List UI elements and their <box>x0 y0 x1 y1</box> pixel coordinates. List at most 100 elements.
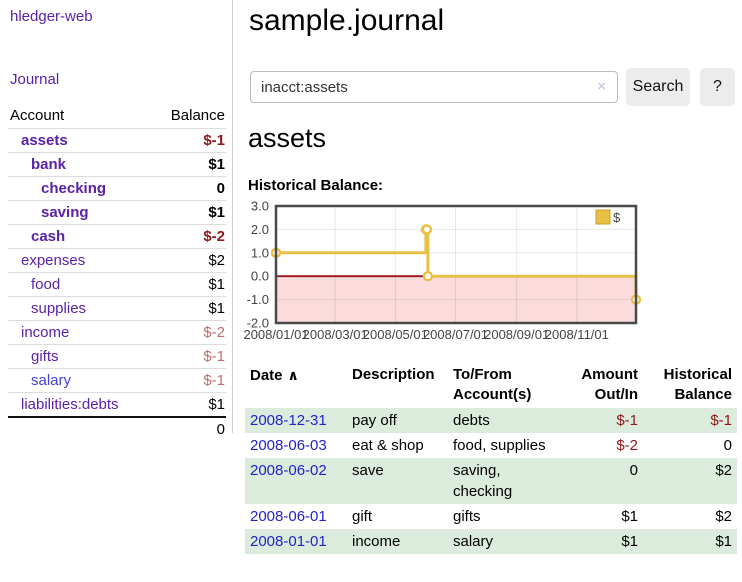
transaction-description: gift <box>352 508 373 525</box>
date-header-label: Date <box>250 367 283 384</box>
register-header-description: Description <box>352 366 435 383</box>
transaction-amount: $-2 <box>616 437 638 454</box>
svg-text:2008/03/01: 2008/03/01 <box>303 327 368 342</box>
svg-text:2008/07/01: 2008/07/01 <box>423 327 488 342</box>
account-row: salary $-1 <box>8 368 226 393</box>
account-link[interactable]: assets <box>21 131 68 149</box>
register-header-date[interactable]: Date ∧ <box>245 362 347 408</box>
transaction-accounts: saving, checking <box>448 458 553 504</box>
accounts-header-balance: Balance <box>153 104 226 129</box>
register-header-row: Date ∧ Description To/From Account(s) Amo… <box>245 362 737 408</box>
transaction-balance: $2 <box>715 508 732 525</box>
nav-journal-link[interactable]: Journal <box>10 71 60 88</box>
account-balance: $-1 <box>153 128 226 153</box>
account-heading: assets <box>248 123 327 153</box>
transaction-date-link[interactable]: 2008-06-02 <box>250 462 327 479</box>
account-balance: $2 <box>153 248 226 273</box>
accounts-header-row: Account Balance <box>8 104 226 129</box>
account-row: food $1 <box>8 272 226 297</box>
search-input[interactable] <box>250 71 618 103</box>
accounts-table: Account Balance assets $-1 bank $1 checking 0… <box>8 104 226 441</box>
transaction-amount: $1 <box>621 508 638 525</box>
transaction-description: eat & shop <box>352 437 424 454</box>
account-row: checking 0 <box>8 176 226 201</box>
svg-text:2.0: 2.0 <box>251 222 269 237</box>
transaction-balance: 0 <box>723 437 732 454</box>
transaction-accounts: food, supplies <box>453 437 546 454</box>
svg-text:-2.0: -2.0 <box>247 316 269 331</box>
search-box: × <box>250 71 618 103</box>
sidebar-divider <box>232 0 233 433</box>
transaction-description: save <box>347 458 448 504</box>
transaction-row: 2008-06-02 save saving, checking 0 $2 <box>245 458 737 504</box>
transaction-date-cell: 2008-06-02 <box>245 458 347 504</box>
account-balance: $-1 <box>153 368 226 393</box>
search-button[interactable]: Search <box>626 68 690 106</box>
account-row: liabilities:debts $1 <box>8 392 226 417</box>
transaction-balance: $2 <box>643 458 737 504</box>
svg-text:2008/11/01: 2008/11/01 <box>545 327 609 342</box>
transaction-date-link[interactable]: 2008-12-31 <box>250 412 327 429</box>
account-balance: $1 <box>153 392 226 417</box>
transaction-date-link[interactable]: 2008-06-03 <box>250 437 327 454</box>
historical-balance-chart: 3.0 2.0 1.0 0.0 -1.0 -2.02008/01/012008/03/01… <box>243 199 642 342</box>
account-balance: $1 <box>153 152 226 177</box>
account-link[interactable]: checking <box>41 179 107 197</box>
account-balance: $-2 <box>153 224 226 249</box>
svg-text:2008/05/01: 2008/05/01 <box>363 327 428 342</box>
svg-text:2008/09/01: 2008/09/01 <box>484 327 549 342</box>
account-row: bank $1 <box>8 152 226 177</box>
account-link[interactable]: cash <box>31 227 66 245</box>
account-balance: $1 <box>153 272 226 297</box>
register-table: Date ∧ Description To/From Account(s) Amo… <box>245 362 737 554</box>
account-link[interactable]: food <box>31 275 61 293</box>
register-header-tofrom: To/From Account(s) <box>453 366 532 403</box>
accounts-total-row: 0 <box>8 415 226 441</box>
accounts-header-account: Account <box>8 104 154 129</box>
transaction-date-cell: 2008-01-01 <box>245 529 347 554</box>
account-balance: $1 <box>153 296 226 321</box>
svg-text:1.0: 1.0 <box>251 245 269 260</box>
svg-text:-1.0: -1.0 <box>247 292 269 307</box>
transaction-accounts: gifts <box>453 508 481 525</box>
brand-link[interactable]: hledger-web <box>10 8 93 25</box>
sort-ascending-icon: ∧ <box>287 367 299 383</box>
transaction-description: income <box>347 529 448 554</box>
account-link[interactable]: liabilities:debts <box>21 395 119 413</box>
transaction-row: 2008-12-31 pay off debts $-1 $-1 <box>245 408 737 433</box>
transaction-amount: $-1 <box>553 408 643 433</box>
account-row: expenses $2 <box>8 248 226 273</box>
transaction-balance: $1 <box>643 529 737 554</box>
svg-text:0.0: 0.0 <box>251 269 269 284</box>
account-row: gifts $-1 <box>8 344 226 369</box>
transaction-amount: 0 <box>553 458 643 504</box>
account-balance: $-2 <box>153 320 226 345</box>
register-header-amount: Amount Out/In <box>581 366 638 403</box>
register-header-balance: Historical Balance <box>663 366 732 403</box>
account-row: assets $-1 <box>8 128 226 153</box>
account-balance: $1 <box>153 200 226 225</box>
account-link[interactable]: bank <box>31 155 67 173</box>
account-link[interactable]: supplies <box>31 299 87 317</box>
transaction-row: 2008-01-01 income salary $1 $1 <box>245 529 737 554</box>
page-title: sample.journal <box>249 4 445 37</box>
help-button[interactable]: ? <box>700 68 735 106</box>
account-link[interactable]: income <box>21 323 70 341</box>
account-link[interactable]: saving <box>41 203 89 221</box>
account-balance: 0 <box>153 176 226 201</box>
transaction-date-cell: 2008-06-03 <box>245 433 347 458</box>
transaction-date-link[interactable]: 2008-01-01 <box>250 533 327 550</box>
transaction-date-link[interactable]: 2008-06-01 <box>250 508 327 525</box>
account-link[interactable]: expenses <box>21 251 86 269</box>
transaction-amount: $1 <box>553 529 643 554</box>
transaction-balance: $-1 <box>643 408 737 433</box>
account-link[interactable]: gifts <box>31 347 59 365</box>
transaction-row: 2008-06-01 gift gifts $1 $2 <box>245 504 737 529</box>
svg-text:$: $ <box>613 210 621 225</box>
account-row: cash $-2 <box>8 224 226 249</box>
svg-text:3.0: 3.0 <box>251 199 269 214</box>
account-row: supplies $1 <box>8 296 226 321</box>
account-link[interactable]: salary <box>31 371 72 389</box>
clear-search-icon[interactable]: × <box>597 78 606 95</box>
svg-text:2008/01/01: 2008/01/01 <box>243 327 308 342</box>
